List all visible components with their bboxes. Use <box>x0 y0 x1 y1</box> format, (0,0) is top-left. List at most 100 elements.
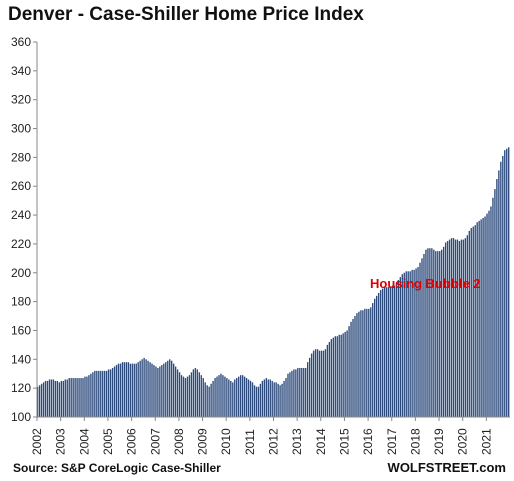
bar <box>370 307 372 417</box>
bar <box>145 359 147 417</box>
bar <box>316 349 319 417</box>
bar <box>263 379 266 417</box>
bar <box>415 268 417 417</box>
bar <box>322 350 325 417</box>
bar <box>474 225 476 417</box>
bar <box>149 362 151 417</box>
bar <box>336 336 338 417</box>
bar <box>200 375 202 417</box>
x-tick-label: 2007 <box>148 428 162 455</box>
bar <box>236 378 238 417</box>
bar <box>121 362 124 417</box>
bar <box>104 370 106 417</box>
bar <box>161 365 163 417</box>
bar <box>342 333 344 417</box>
bar <box>210 383 212 417</box>
bar <box>301 367 303 417</box>
bar <box>80 378 82 417</box>
bar <box>186 376 189 417</box>
bar <box>435 251 437 417</box>
bar <box>125 362 128 417</box>
chart-title: Denver - Case-Shiller Home Price Index <box>8 4 364 25</box>
bar <box>460 239 463 417</box>
bar <box>117 363 120 417</box>
y-tick-label: 240 <box>11 208 31 222</box>
bar <box>82 378 84 417</box>
x-tick-label: 2017 <box>385 428 399 455</box>
bar <box>182 376 185 417</box>
bar <box>171 360 173 417</box>
bar <box>218 375 220 417</box>
bar <box>411 269 413 417</box>
bar <box>196 369 199 417</box>
bar <box>60 380 63 417</box>
source-note: Source: S&P CoreLogic Case-Shiller <box>13 461 221 475</box>
x-tick-label: 2014 <box>314 428 328 455</box>
bar <box>318 350 321 417</box>
bar <box>441 249 443 417</box>
y-tick-label: 120 <box>11 381 31 395</box>
bar <box>253 385 256 417</box>
x-tick-label: 2020 <box>456 428 470 455</box>
bar <box>204 382 206 417</box>
bar <box>92 372 94 417</box>
bar <box>308 357 311 417</box>
bar <box>340 334 342 417</box>
bar <box>123 362 126 417</box>
bar <box>498 170 500 417</box>
bar <box>324 349 327 417</box>
x-tick-label: 2012 <box>267 428 281 455</box>
bar <box>84 376 86 417</box>
bar <box>444 242 447 417</box>
x-tick-label: 2005 <box>101 428 115 455</box>
bar <box>423 254 425 417</box>
y-tick-label: 220 <box>11 237 31 251</box>
bar <box>98 370 100 417</box>
bar <box>289 372 291 417</box>
bar <box>37 386 39 417</box>
bar <box>42 382 45 417</box>
x-tick-label: 2008 <box>172 428 186 455</box>
bar <box>490 206 492 417</box>
annotation-label: Housing Bubble 2 <box>370 276 481 291</box>
bar <box>310 353 313 417</box>
bar <box>151 363 153 417</box>
bar <box>456 239 459 417</box>
bar <box>265 378 267 417</box>
bar <box>174 366 177 417</box>
bar <box>137 362 139 417</box>
bar <box>111 367 114 417</box>
bar <box>358 311 360 417</box>
bar <box>354 316 356 417</box>
bar <box>389 287 392 417</box>
bar <box>464 238 467 417</box>
x-tick-label: 2009 <box>196 428 210 455</box>
bar <box>397 279 400 417</box>
bar <box>96 370 98 417</box>
bar <box>52 379 55 417</box>
bar <box>245 378 248 417</box>
bar <box>153 365 155 417</box>
bar <box>143 357 145 417</box>
bar <box>167 360 169 417</box>
bar <box>180 375 183 417</box>
y-tick-label: 340 <box>11 64 31 78</box>
bar <box>446 241 449 417</box>
bar <box>508 147 510 418</box>
bar <box>307 362 309 417</box>
bar <box>251 382 254 417</box>
bar <box>405 271 407 417</box>
x-tick-label: 2016 <box>361 428 375 455</box>
bar <box>439 251 441 417</box>
bar <box>212 380 214 417</box>
bar <box>492 197 494 417</box>
bar <box>466 235 469 417</box>
bar <box>334 336 336 417</box>
bar <box>452 238 455 417</box>
bar <box>326 344 329 417</box>
bar <box>314 349 317 417</box>
bar <box>234 379 236 417</box>
x-tick-label: 2013 <box>290 428 304 455</box>
bar <box>391 285 394 417</box>
